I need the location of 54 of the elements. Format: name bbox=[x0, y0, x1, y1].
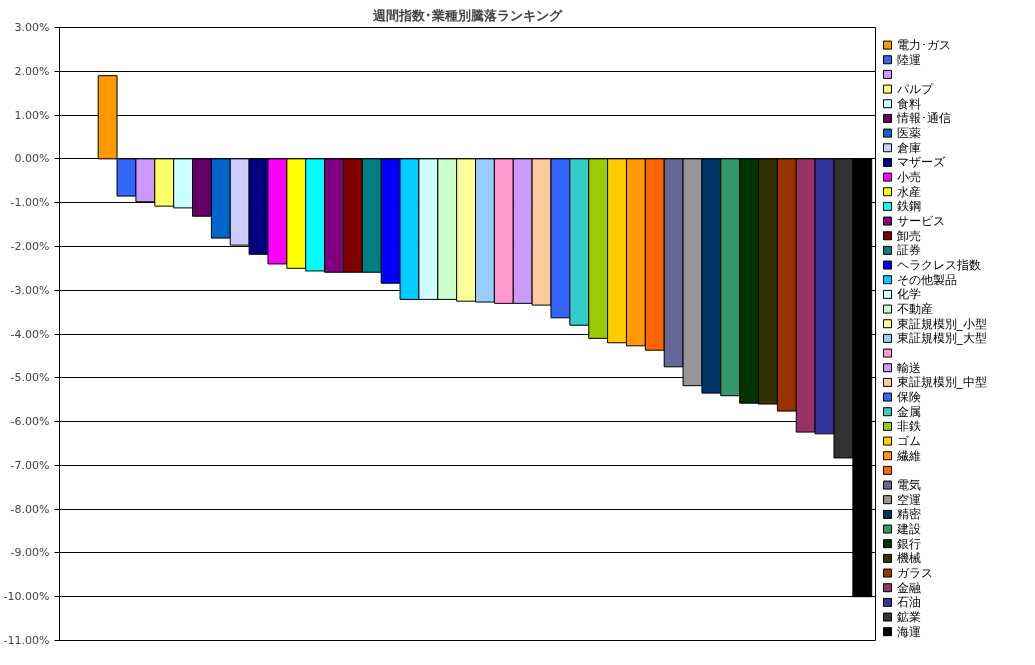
legend-label: その他製品 bbox=[896, 272, 957, 287]
legend-label: ヘラクレス指数 bbox=[896, 258, 981, 273]
legend-label: 輸送 bbox=[896, 360, 921, 375]
legend-label: 東証規模別_大型 bbox=[896, 331, 987, 346]
y-tick-label: -3.00% bbox=[10, 283, 50, 297]
legend-label: 証券 bbox=[896, 243, 921, 258]
y-tick-label: -9.00% bbox=[10, 546, 50, 560]
y-tick-label: 3.00% bbox=[14, 21, 50, 34]
legend-label: 小売 bbox=[896, 170, 921, 185]
legend-label: 医薬 bbox=[896, 126, 921, 141]
legend-label: 鉱業 bbox=[896, 610, 921, 625]
legend-label: 保険 bbox=[896, 390, 921, 405]
y-tick-label: -5.00% bbox=[10, 371, 50, 385]
y-tick-label: 1.00% bbox=[14, 108, 50, 122]
legend-label: 電力･ガス bbox=[896, 38, 951, 53]
legend-label: サービス bbox=[896, 214, 945, 229]
legend-label: 精密 bbox=[896, 507, 921, 522]
y-tick-label: 2.00% bbox=[14, 64, 50, 78]
legend-label: マザーズ bbox=[896, 155, 946, 170]
legend-label: 不動産 bbox=[896, 302, 933, 317]
y-tick-label: 0.00% bbox=[14, 152, 50, 166]
y-tick-label: -8.00% bbox=[10, 502, 50, 516]
legend-label: 金属 bbox=[896, 404, 921, 419]
legend-label: 機械 bbox=[896, 551, 921, 566]
legend-label: 東証規模別_小型 bbox=[896, 316, 987, 331]
legend-label: ガラス bbox=[896, 566, 933, 581]
chart-title: 週間指数･業種別騰落ランキング bbox=[372, 7, 563, 23]
legend-label: 東証規模別_中型 bbox=[896, 375, 987, 390]
legend-label: 銀行 bbox=[896, 536, 921, 551]
legend-label: 海運 bbox=[896, 624, 921, 639]
y-tick-label: -6.00% bbox=[10, 415, 50, 429]
legend-label: 建設 bbox=[895, 522, 921, 537]
legend-label: 水産 bbox=[896, 184, 921, 199]
legend-label: パルプ bbox=[895, 82, 934, 97]
legend-label: 情報･通信 bbox=[895, 111, 951, 126]
legend-label: 卸売 bbox=[896, 228, 921, 243]
legend-label: ゴム bbox=[896, 434, 921, 449]
legend-label: 繊維 bbox=[895, 448, 921, 463]
legend-label: 非鉄 bbox=[896, 419, 921, 434]
y-tick-label: -2.00% bbox=[10, 239, 50, 253]
y-tick-label: -7.00% bbox=[10, 458, 50, 472]
legend-label: 石油 bbox=[896, 595, 921, 610]
legend-label: 電気 bbox=[896, 478, 921, 493]
y-tick-label: -1.00% bbox=[10, 196, 50, 210]
legend-label: 金融 bbox=[896, 580, 921, 595]
legend-label: 空運 bbox=[896, 492, 921, 507]
legend-label: 陸運 bbox=[896, 52, 921, 67]
y-tick-label: -4.00% bbox=[10, 327, 50, 341]
legend-label: 食料 bbox=[896, 96, 921, 111]
legend-label: 鉄鋼 bbox=[896, 199, 921, 214]
legend-label: 倉庫 bbox=[896, 140, 921, 155]
y-tick-label: -10.00% bbox=[3, 590, 50, 604]
legend-label: 化学 bbox=[896, 287, 921, 302]
y-tick-label: -11.00% bbox=[3, 634, 50, 647]
